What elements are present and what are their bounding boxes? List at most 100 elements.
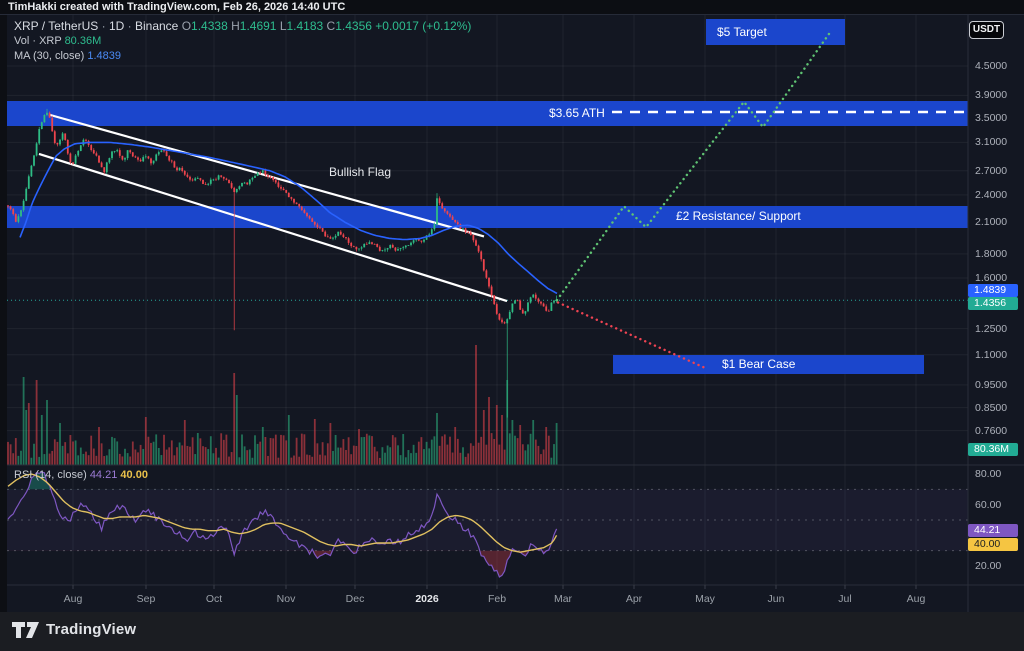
rsi-axis-label: 60.00: [975, 498, 1002, 511]
volume-bar: [368, 435, 371, 465]
volume-bar: [423, 449, 425, 465]
candle-body: [72, 162, 74, 164]
candle-body: [74, 155, 77, 164]
volume-bar: [103, 456, 106, 465]
candle-body: [181, 167, 184, 171]
volume-bar: [121, 456, 124, 465]
volume-bar: [425, 441, 428, 465]
volume-bar: [77, 455, 80, 465]
volume-bar: [321, 442, 324, 465]
volume-bar: [246, 450, 249, 465]
candle-body: [506, 319, 509, 324]
volume-legend-row[interactable]: Vol · XRP 80.36M: [14, 34, 471, 48]
volume-bar: [53, 439, 56, 465]
candle-body: [298, 203, 301, 207]
volume-bar: [449, 436, 451, 465]
price-axis-label: 1.6000: [975, 272, 1008, 284]
static-lines[interactable]: [7, 110, 968, 303]
ma-legend-row[interactable]: MA (30, close) 1.4839: [14, 49, 471, 63]
volume-bar: [220, 433, 223, 465]
candle-body: [207, 183, 210, 185]
candle-body: [516, 300, 519, 302]
rsi-legend-row[interactable]: RSI (14, close) 44.21 40.00: [14, 469, 148, 481]
price-axis-label: 2.4000: [975, 188, 1008, 201]
volume-bar: [199, 438, 202, 465]
volume-bar: [519, 425, 522, 465]
candle-body: [293, 198, 295, 203]
candle-body: [537, 298, 540, 302]
candle-body: [186, 174, 189, 177]
price-axis-label: 0.8500: [975, 401, 1008, 414]
volume-bar: [311, 456, 314, 465]
target-band[interactable]: [706, 19, 845, 45]
channel-upper-line[interactable]: [48, 113, 485, 238]
volume-bar: [326, 443, 329, 465]
price-axis-label: 2.1000: [975, 216, 1008, 229]
symbol-name[interactable]: XRP / TetherUS: [14, 19, 99, 33]
candle-body: [9, 206, 12, 210]
candle-body: [449, 213, 451, 217]
bull-projection-line[interactable]: [555, 31, 832, 302]
volume-bar: [48, 453, 51, 465]
symbol-title-row[interactable]: XRP / TetherUS · 1D · Binance O1.4338 H1…: [14, 19, 472, 33]
candle-body: [194, 178, 197, 181]
volume-bar: [365, 433, 368, 465]
volume-bar: [256, 443, 259, 465]
candle-body: [254, 175, 256, 178]
symbol-legend[interactable]: XRP / TetherUS · 1D · Binance O1.4338 H1…: [14, 19, 471, 63]
volume-bar: [79, 447, 82, 465]
candle-body: [121, 155, 124, 160]
volume-bar: [501, 415, 503, 465]
open-label: O: [181, 19, 192, 33]
close-label: C: [326, 19, 336, 33]
volume-bar: [298, 456, 301, 465]
projection-lines[interactable]: [555, 31, 832, 370]
volume-bar: [462, 447, 464, 465]
volume-bar: [300, 433, 303, 465]
resistance-band-label[interactable]: £2 Resistance/ Support: [676, 209, 801, 223]
candle-body: [79, 145, 82, 151]
volume-bar: [72, 441, 74, 465]
bear-case-band[interactable]: [613, 355, 924, 374]
target-band-label[interactable]: $5 Target: [717, 25, 767, 39]
volume-bar: [272, 438, 275, 465]
bear-projection-line[interactable]: [556, 301, 708, 370]
price-axis-label: 1.2500: [975, 322, 1008, 335]
pane-separators[interactable]: [0, 15, 1024, 612]
volume-bar: [228, 456, 230, 465]
bullish-flag-label[interactable]: Bullish Flag: [329, 165, 392, 179]
volume-bar: [69, 435, 72, 465]
candle-body: [150, 158, 152, 164]
volume-bar: [295, 437, 298, 465]
volume-bar: [87, 455, 90, 465]
volume-bar: [415, 452, 418, 465]
annotation-bands[interactable]: [7, 19, 968, 374]
exchange: Binance: [134, 19, 179, 33]
currency-toggle-button[interactable]: USDT: [969, 21, 1004, 39]
candle-body: [313, 221, 316, 225]
candle-body: [30, 165, 33, 177]
volume-bar: [217, 457, 220, 465]
candle-body: [90, 145, 93, 151]
interval[interactable]: 1D: [108, 19, 125, 33]
volume-bar: [178, 442, 181, 465]
ath-band-label[interactable]: $3.65 ATH: [549, 106, 605, 120]
candle-body: [98, 155, 100, 163]
candle-body: [131, 152, 134, 157]
bear-case-band-label[interactable]: $1 Bear Case: [722, 357, 796, 371]
volume-bar: [264, 436, 267, 465]
channel-lower-line[interactable]: [38, 152, 508, 303]
candle-body: [168, 156, 171, 161]
resistance-band[interactable]: [7, 206, 968, 228]
candle-body: [264, 170, 267, 175]
volume-bar: [85, 451, 87, 465]
tradingview-brand[interactable]: TradingView: [12, 621, 136, 638]
ath-band[interactable]: [7, 101, 968, 126]
candle-body: [59, 139, 61, 145]
volume-bar: [490, 433, 493, 465]
volume-bar: [61, 445, 64, 465]
volume-bar: [446, 444, 449, 465]
volume-bar: [108, 449, 111, 465]
price-axis-badge: 80.36M: [968, 443, 1018, 456]
